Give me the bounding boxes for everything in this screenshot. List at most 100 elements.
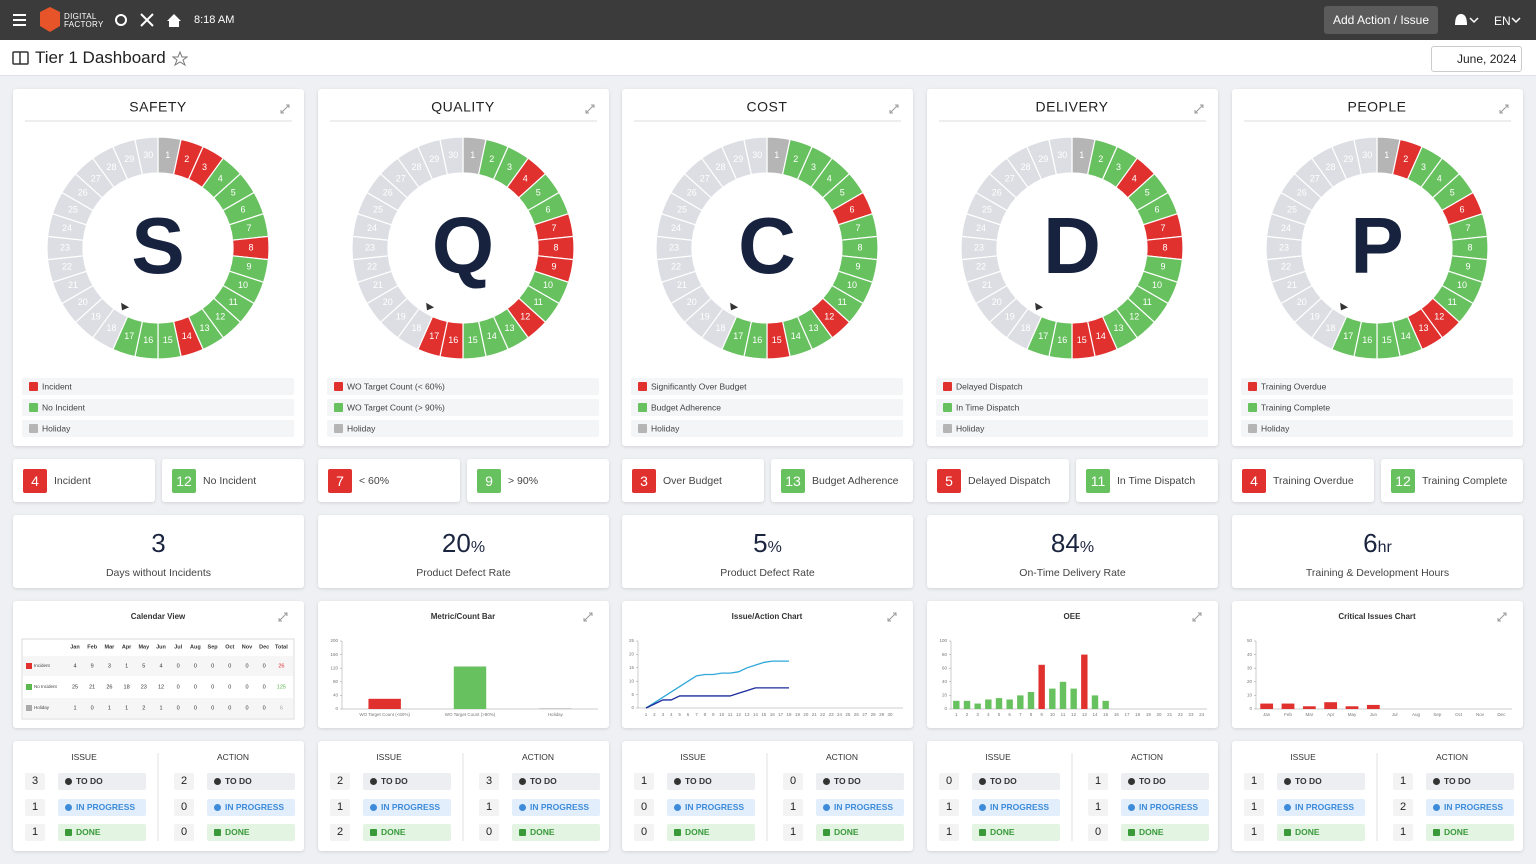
day-label: 1 — [470, 150, 475, 160]
row-label: Holiday — [34, 705, 50, 710]
x-tick-label: 19 — [1146, 712, 1152, 717]
day-label: 7 — [246, 223, 251, 233]
x-tick-label: Nov — [1476, 712, 1485, 717]
count-card: 4 Training Overdue — [1232, 459, 1374, 502]
row-band — [23, 656, 293, 676]
legend-row — [22, 399, 294, 416]
page-header — [0, 40, 1536, 76]
clock: 8:18 AM — [194, 14, 235, 26]
day-label: 10 — [1457, 280, 1467, 290]
kpi-ring-card: COST 1 2 3 4 5 6 7 8 9 10 11 12 13 14 15 16 17 18 19 20 21 22 2… — [622, 89, 913, 446]
day-label: 4 — [1132, 173, 1137, 183]
expand-icon[interactable] — [583, 612, 593, 622]
fullscreen-icon[interactable] — [140, 13, 154, 27]
table-cell: 0 — [177, 705, 180, 711]
expand-icon[interactable] — [1497, 612, 1507, 622]
y-tick-label: 25 — [629, 638, 635, 643]
status-count: 1 — [1088, 773, 1108, 790]
bell-icon[interactable] — [1455, 14, 1467, 25]
x-tick-label: Sep — [1433, 712, 1442, 717]
panel-title: PEOPLE — [1347, 99, 1406, 115]
expand-icon[interactable] — [1499, 104, 1509, 114]
panel-letter: S — [131, 201, 184, 290]
x-tick-label: 24 — [1199, 712, 1205, 717]
day-label: 20 — [1297, 297, 1307, 307]
day-label: 5 — [536, 188, 541, 198]
expand-icon[interactable] — [278, 612, 288, 622]
status-icon — [214, 778, 221, 785]
day-label: 2 — [184, 154, 189, 164]
series-line — [645, 660, 790, 709]
day-label: 8 — [248, 242, 253, 252]
expand-icon[interactable] — [887, 612, 897, 622]
legend-swatch — [29, 382, 38, 391]
status-label: TO DO — [1444, 776, 1471, 786]
legend-row — [631, 420, 903, 437]
day-label: 9 — [1465, 262, 1470, 272]
top-bar — [0, 0, 1536, 40]
x-tick-label: 7 — [695, 712, 698, 717]
expand-icon[interactable] — [1192, 612, 1202, 622]
day-label: 2 — [489, 154, 494, 164]
legend-label: Holiday — [956, 423, 985, 433]
y-tick-label: 20 — [629, 652, 635, 657]
status-count: 1 — [1244, 773, 1264, 790]
table-cell: 0 — [194, 684, 197, 690]
count-label: In Time Dispatch — [1117, 475, 1196, 487]
table-cell: 0 — [263, 705, 266, 711]
bar — [974, 703, 981, 709]
expand-icon[interactable] — [1194, 104, 1204, 114]
home-icon[interactable] — [167, 14, 181, 27]
status-badge: DONE — [1121, 824, 1209, 841]
add-action-button[interactable]: Add Action / Issue — [1324, 6, 1438, 34]
y-tick-label: 50 — [1247, 638, 1253, 643]
favorite-star[interactable] — [171, 50, 189, 67]
column-heading: ISSUE — [680, 752, 706, 762]
y-tick-label: 60 — [942, 665, 948, 670]
status-label: IN PROGRESS — [1295, 801, 1355, 812]
menu-icon[interactable] — [13, 14, 26, 16]
y-tick-label: 20 — [942, 693, 948, 698]
day-label: 13 — [504, 323, 514, 333]
table-cell: 12 — [158, 684, 164, 690]
count-label: > 90% — [508, 475, 539, 487]
language[interactable]: EN — [1494, 14, 1511, 28]
y-tick-label: 0 — [335, 706, 338, 711]
day-label: 18 — [411, 323, 421, 333]
day-label: 14 — [487, 331, 497, 341]
day-label: 27 — [1005, 173, 1015, 183]
day-label: 7 — [551, 223, 556, 233]
refresh-icon[interactable] — [115, 14, 127, 26]
day-label: 17 — [124, 331, 134, 341]
day-label: 15 — [163, 335, 173, 345]
status-badge: TO DO — [816, 773, 904, 790]
legend-row — [22, 420, 294, 437]
expand-icon[interactable] — [585, 104, 595, 114]
date-picker[interactable] — [1431, 46, 1522, 72]
day-label: 26 — [78, 188, 88, 198]
expand-icon[interactable] — [889, 104, 899, 114]
chart-title: Issue/Action Chart — [732, 612, 803, 621]
status-label: DONE — [1139, 827, 1164, 837]
legend-row — [327, 420, 599, 437]
table-cell: 0 — [211, 684, 214, 690]
status-label: DONE — [685, 827, 710, 837]
status-badge: IN PROGRESS — [816, 798, 904, 816]
panel-letter: D — [1043, 201, 1101, 290]
x-tick-label: 29 — [879, 712, 885, 717]
table-cell: 5 — [142, 663, 145, 669]
day-label: 30 — [752, 150, 762, 160]
day-label: 15 — [772, 335, 782, 345]
day-label: 30 — [143, 150, 153, 160]
day-label: 16 — [448, 335, 458, 345]
day-label: 24 — [976, 223, 986, 233]
status-label: IN PROGRESS — [76, 801, 136, 812]
count-badge: 7 — [328, 469, 352, 493]
status-label: TO DO — [990, 776, 1017, 786]
day-label: 10 — [1152, 280, 1162, 290]
expand-icon[interactable] — [280, 104, 290, 114]
day-label: 21 — [373, 280, 383, 290]
column-header: Total — [275, 644, 288, 650]
day-label: 15 — [1382, 335, 1392, 345]
